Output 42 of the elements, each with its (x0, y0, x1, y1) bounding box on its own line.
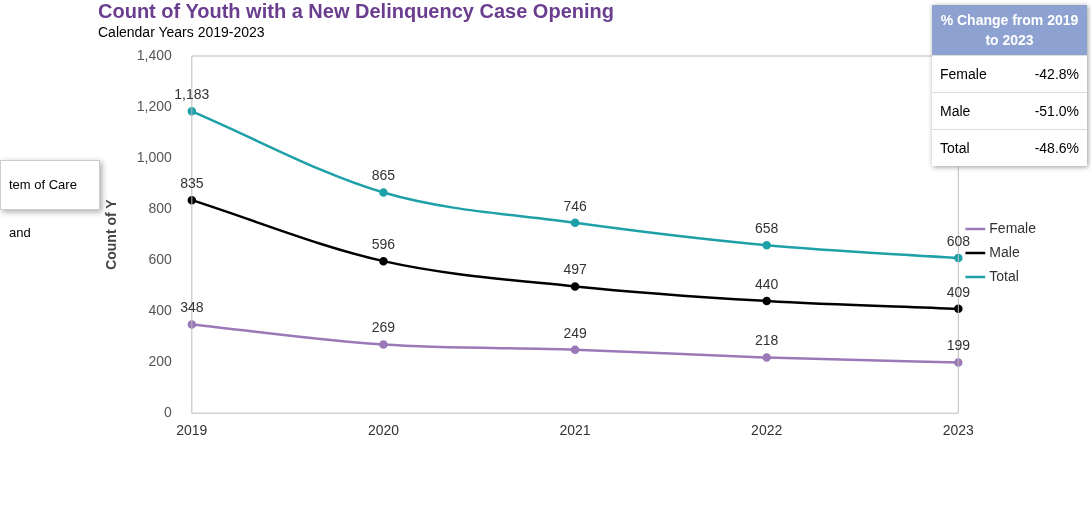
legend-label: Total (989, 267, 1019, 284)
data-label: 440 (755, 275, 779, 292)
y-tick-label: 600 (148, 250, 173, 267)
x-tick-label: 2023 (942, 422, 975, 439)
y-tick-label: 0 (164, 404, 173, 421)
data-label: 409 (946, 283, 971, 300)
legend-label: Female (989, 219, 1037, 236)
data-label: 249 (563, 324, 587, 341)
text: -48.6% (1034, 140, 1079, 156)
text: % Change from 2019 to 2023 (932, 5, 1087, 55)
x-tick-label: 2022 (751, 422, 783, 439)
text: -42.8% (1034, 66, 1079, 82)
annotation: Total (940, 140, 970, 156)
y-axis-title: Count of Y (103, 198, 120, 270)
data-label: 497 (563, 261, 587, 278)
text: -51.0% (1034, 103, 1079, 119)
y-tick-label: 1,200 (136, 97, 173, 114)
data-label: 835 (180, 175, 204, 192)
annotation: Female (940, 66, 987, 82)
text: tem of Care and (9, 177, 77, 240)
data-label: 746 (563, 197, 587, 214)
data-label: 218 (755, 332, 779, 349)
y-tick-label: 400 (148, 302, 173, 318)
x-tick-label: 2020 (367, 422, 400, 439)
y-tick-label: 800 (148, 199, 173, 216)
data-label: 348 (180, 299, 204, 316)
y-tick-label: 1,000 (136, 148, 173, 165)
data-label: 608 (946, 232, 971, 249)
y-tick-label: 1,400 (136, 46, 173, 63)
y-tick-label: 200 (148, 353, 173, 370)
chart-title: Count of Youth with a New Delinquency Case Opening (98, 0, 614, 23)
data-label: 658 (755, 220, 779, 237)
data-label: 596 (371, 235, 396, 252)
annotation: Male (940, 103, 971, 119)
x-tick-label: 2021 (559, 422, 591, 439)
data-label: 1,183 (174, 86, 210, 103)
data-label: 865 (371, 167, 396, 184)
data-label: 199 (946, 337, 971, 354)
chart-subtitle: Calendar Years 2019-2023 (98, 24, 265, 40)
data-label: 269 (371, 319, 396, 336)
x-tick-label: 2019 (176, 422, 208, 439)
text: Male (989, 243, 1020, 260)
